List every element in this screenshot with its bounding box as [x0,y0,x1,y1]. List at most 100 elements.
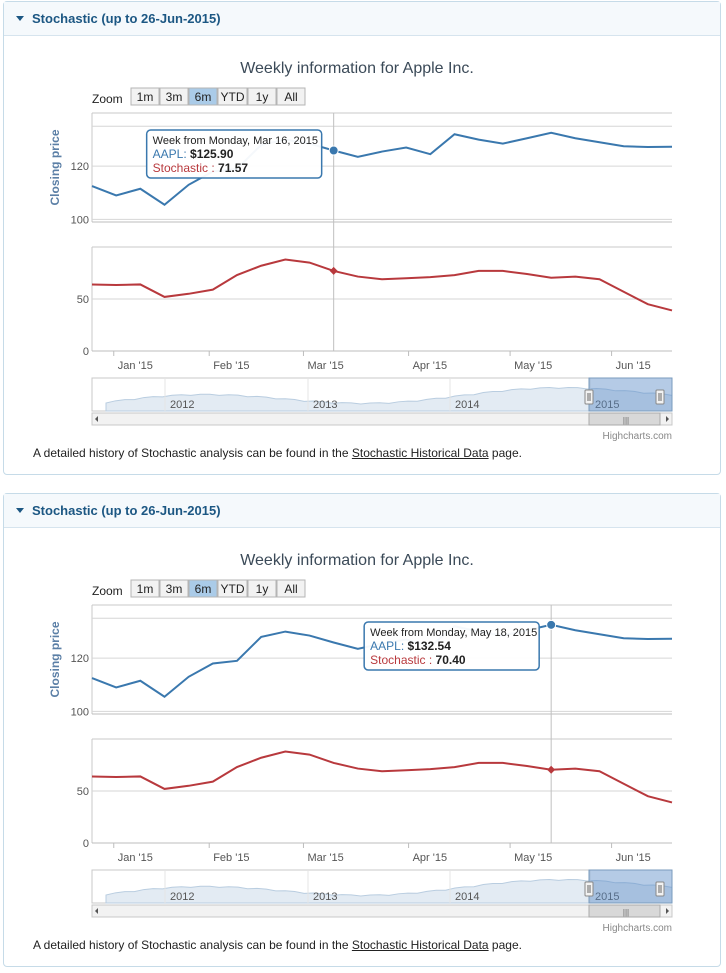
zoom-button-label: 1m [137,582,154,596]
x-tick-label: Jun '15 [616,852,651,864]
panel-title: Stochastic (up to 26-Jun-2015) [32,11,221,26]
chart-title: Weekly information for Apple Inc. [240,60,474,77]
zoom-button-ytd[interactable]: YTD [217,579,248,598]
tooltip-stochastic-row: Stochastic : 71.57 [153,161,249,175]
x-tick-label: Feb '15 [213,360,249,372]
scrollbar-track [91,904,673,918]
tooltip-date: Week from Monday, May 18, 2015 [370,627,537,639]
tooltip-stochastic-colon: : [426,653,436,667]
x-tick-label: Apr '15 [413,360,448,372]
aapl-hover-point [328,145,339,156]
zoom-button-bg [276,87,306,106]
scrollbar-grip-icon: ||| [623,416,629,425]
zoom-button-label: YTD [221,582,245,596]
footnote-text-end: page. [488,938,522,952]
zoom-button-bg [188,579,218,598]
zoom-button-bg [159,579,189,598]
tooltip-stochastic-value: 71.57 [218,161,248,175]
navigator-handle-right [655,389,665,405]
zoom-button-label: 1y [256,582,269,596]
zoom-button-label: 1y [256,90,269,104]
x-tick-label: Jan '15 [118,852,153,864]
scrollbar-left-arrow-icon [95,908,98,914]
zoom-button-3m[interactable]: 3m [159,579,189,598]
tooltip-stochastic-label: Stochastic [153,161,208,175]
chart-title: Weekly information for Apple Inc. [240,552,474,569]
zoom-button-bg [247,87,277,106]
navigator-area [105,386,673,412]
navigator-year-label: 2012 [170,399,194,411]
tooltip-aapl-colon: : [183,147,190,161]
aapl-hover-point [546,619,557,630]
tooltip-box [145,129,323,179]
stock-chart: Weekly information for Apple Inc. Zoom 1m 3… [48,60,673,442]
x-tick-label: Jun '15 [616,360,651,372]
navigator-area [105,878,673,904]
aapl-price-line [91,131,673,206]
zoom-button-label: 3m [166,582,183,596]
zoom-button-bg [159,87,189,106]
tooltip-aapl-label: AAPL [370,639,401,653]
zoom-button-1m[interactable]: 1m [130,87,160,106]
navigator-year-label: 2013 [313,891,337,903]
scrollbar-right-arrow-icon [666,908,669,914]
panel-header[interactable]: Stochastic (up to 26-Jun-2015) [4,2,720,36]
navigator-handle-left [584,881,594,897]
price-axis-title: Closing price [48,621,62,697]
zoom-button-6m[interactable]: 6m [188,87,218,106]
zoom-button-label: All [284,582,297,596]
stock-chart: Weekly information for Apple Inc. Zoom 1m 3… [48,552,673,934]
zoom-button-1y[interactable]: 1y [247,87,277,106]
tooltip-aapl-value: $132.54 [408,639,452,653]
chart-credits: Highcharts.com [603,431,672,442]
panel-header[interactable]: Stochastic (up to 26-Jun-2015) [4,494,720,528]
navigator-scrollbar[interactable]: ||| [91,412,673,426]
historical-data-link[interactable]: Stochastic Historical Data [351,446,489,460]
scrollbar-thumb [588,412,661,426]
collapse-caret-icon[interactable] [16,508,24,513]
footnote: A detailed history of Stochastic analysi… [33,446,522,460]
tooltip-stochastic-label: Stochastic [370,653,425,667]
x-tick-label: Mar '15 [307,852,343,864]
tooltip-date: Week from Monday, Mar 16, 2015 [153,135,318,147]
footnote-text: A detailed history of Stochastic analysi… [33,446,352,460]
footnote-text-end: page. [488,446,522,460]
zoom-button-label: 6m [195,582,212,596]
zoom-button-1y[interactable]: 1y [247,579,277,598]
navigator-year-label: 2014 [455,399,479,411]
zoom-button-bg [130,579,160,598]
stochastic-hover-point [329,266,338,275]
x-tick-label: Mar '15 [307,360,343,372]
navigator-year-label: 2012 [170,891,194,903]
stochastic-tick-label: 50 [77,294,89,306]
chart-credits: Highcharts.com [603,923,672,934]
collapse-caret-icon[interactable] [16,16,24,21]
navigator-year-label: 2015 [595,891,619,903]
scrollbar-thumb [588,904,661,918]
stochastic-line [91,750,673,804]
zoom-button-ytd[interactable]: YTD [217,87,248,106]
historical-data-link[interactable]: Stochastic Historical Data [351,938,489,952]
scrollbar-right-arrow-icon [666,416,669,422]
zoom-button-3m[interactable]: 3m [159,87,189,106]
navigator[interactable]: 2012 2013 2014 2015 [91,377,673,412]
tooltip-stochastic-colon: : [208,161,218,175]
navigator-year-label: 2013 [313,399,337,411]
navigator[interactable]: 2012 2013 2014 2015 [91,869,673,904]
price-tick-label: 100 [71,706,89,718]
tooltip-aapl-row: AAPL: $132.54 [370,639,451,653]
x-tick-label: May '15 [514,360,552,372]
zoom-button-bg [276,579,306,598]
stochastic-hover-point [547,765,556,774]
zoom-button-all[interactable]: All [276,87,306,106]
x-tick-label: Apr '15 [413,852,448,864]
zoom-button-bg [247,579,277,598]
scrollbar-left-arrow-icon [95,416,98,422]
zoom-button-1m[interactable]: 1m [130,579,160,598]
zoom-button-all[interactable]: All [276,579,306,598]
tooltip-aapl-label: AAPL [153,147,184,161]
navigator-scrollbar[interactable]: ||| [91,904,673,918]
zoom-button-6m[interactable]: 6m [188,579,218,598]
